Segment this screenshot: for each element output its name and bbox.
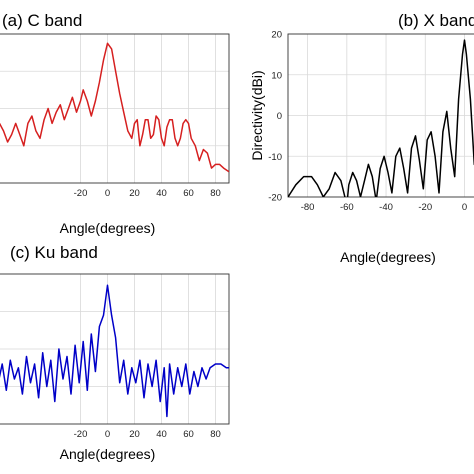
x-tick-label: -20: [74, 188, 88, 199]
x-tick-label: 80: [210, 429, 221, 440]
x-axis-label-b: Angle(degrees): [340, 249, 436, 265]
x-tick-label: 0: [462, 202, 467, 213]
panel-a: -20 0 20 40 60 80 (a) C band Angle(degrees): [0, 11, 230, 236]
series-line-b-0: [288, 39, 474, 197]
grid-c: [0, 274, 229, 424]
x-tick-label: 20: [129, 429, 140, 440]
x-tick-label: 60: [183, 188, 194, 199]
panel-title-a: (a) C band: [2, 11, 82, 30]
x-tick-label: 40: [156, 188, 167, 199]
x-tick-label: 0: [105, 429, 110, 440]
x-tick-label: -60: [340, 202, 354, 213]
y-tick-label: 20: [271, 30, 282, 41]
panel-title-b: (b) X band: [398, 11, 474, 30]
x-tick-label: -20: [418, 202, 432, 213]
panel-c: -20 0 20 40 60 80 (c) Ku band Angle(degrees): [0, 243, 230, 462]
panel-title-c: (c) Ku band: [10, 243, 98, 262]
y-tick-label: 0: [277, 111, 282, 122]
x-axis-label-c: Angle(degrees): [60, 446, 156, 462]
x-tick-label: -20: [74, 429, 88, 440]
x-tick-label: 0: [105, 188, 110, 199]
y-axis-label-b: Directivity(dBi): [249, 70, 265, 160]
x-tick-label: -40: [379, 202, 393, 213]
x-tick-label: -80: [301, 202, 315, 213]
series-line-c-0: [0, 284, 229, 418]
x-tick-label: 60: [183, 429, 194, 440]
x-tick-label: 40: [156, 429, 167, 440]
x-tick-label: 80: [210, 188, 221, 199]
plot-frame-a: [0, 33, 230, 184]
x-axis-label-a: Angle(degrees): [60, 220, 156, 236]
y-tick-label: -10: [268, 152, 282, 163]
y-tick-label: 10: [271, 70, 282, 81]
x-tick-label: 20: [129, 188, 140, 199]
plot-frame-c: [0, 273, 230, 425]
grid-a: [0, 34, 229, 183]
y-tick-label: -20: [268, 193, 282, 204]
panel-b: -80 -60 -40 -20 0 -20 -10 0 10 20 (b) X band Angle(…: [249, 11, 474, 265]
plot-frame-b: [287, 33, 474, 198]
series-line-a-0: [0, 42, 229, 173]
